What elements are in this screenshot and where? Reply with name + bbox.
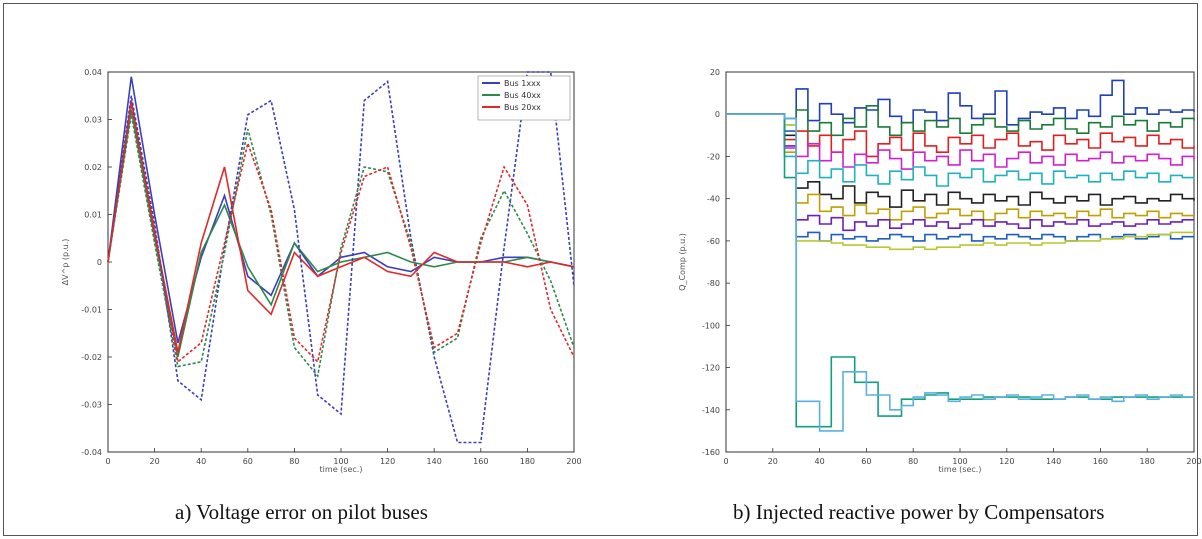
voltage-error-chart: 0 20 40 60 80 100 120 140 160 180 200 -0.04 -0.03 -0.…: [61, 68, 582, 474]
b-lines: [726, 79, 1195, 432]
x-tick-label: 160: [473, 457, 488, 466]
y-tick-label: -40: [707, 195, 720, 204]
x-tick-label: 140: [1046, 457, 1061, 466]
figure-frame: [3, 3, 1198, 536]
series-line-6: [726, 113, 1194, 221]
series-line-10: [726, 113, 1194, 428]
series-line-3: [107, 71, 575, 444]
y-tick-label: 0: [715, 110, 720, 119]
x-tick-label: 100: [952, 457, 967, 466]
x-tick-label: 120: [999, 457, 1014, 466]
x-tick-label: 40: [196, 457, 206, 466]
series-line-5: [107, 105, 575, 364]
x-tick-label: 200: [566, 457, 581, 466]
x-tick-label: 120: [380, 457, 395, 466]
series-line-4: [726, 113, 1195, 187]
x-tick-label: 20: [150, 457, 160, 466]
y-tick-label: 0: [97, 258, 102, 267]
x-tick-label: 0: [105, 457, 110, 466]
x-tick-label: 80: [289, 457, 299, 466]
series-line-3: [726, 113, 1195, 170]
x-tick-label: 180: [1140, 457, 1155, 466]
y-tick-label: -140: [702, 406, 720, 415]
legend-entry: Bus 1xxx: [504, 79, 541, 88]
legend-entry: Bus 20xx: [504, 103, 541, 112]
series-line-11: [726, 113, 1194, 432]
x-axis-label-b: time (sec.): [939, 465, 982, 474]
b-ticks: 0 20 40 60 80 100 120 140 160 180 200-160-140-120-…: [702, 68, 1202, 466]
series-line-2: [726, 113, 1195, 158]
series-line-0: [726, 79, 1195, 126]
series-line-4: [107, 114, 575, 378]
series-line-5: [726, 113, 1195, 208]
series-line-2: [107, 100, 575, 353]
x-tick-label: 20: [768, 457, 778, 466]
a-ticks: 0 20 40 60 80 100 120 140 160 180 200 -0.04 -0.03 -0.…: [81, 68, 581, 466]
x-tick-label: 40: [815, 457, 825, 466]
y-tick-label: -0.04: [81, 448, 102, 457]
x-tick-label: 140: [427, 457, 442, 466]
y-tick-label: 0.02: [84, 163, 102, 172]
y-tick-label: 0.03: [84, 116, 102, 125]
y-tick-label: -0.03: [81, 401, 102, 410]
y-tick-label: -60: [707, 237, 720, 246]
series-line-1: [726, 105, 1195, 137]
y-tick-label: 0.04: [84, 68, 102, 77]
a-lines: [107, 71, 575, 444]
series-line-7: [726, 113, 1194, 232]
reactive-power-chart: 0 20 40 60 80 100 120 140 160 180 200-160-140-120-…: [678, 68, 1202, 474]
legend-a: Bus 1xxx Bus 40xx Bus 20xx: [477, 75, 571, 121]
x-tick-label: 200: [1186, 457, 1201, 466]
y-tick-label: -100: [702, 321, 720, 330]
caption-b: b) Injected reactive power by Compensato…: [733, 500, 1105, 524]
y-tick-label: 20: [710, 68, 720, 77]
x-axis-label-a: time (sec.): [320, 465, 363, 474]
legend-entry: Bus 40xx: [504, 91, 541, 100]
y-tick-label: -160: [702, 448, 720, 457]
x-tick-label: 160: [1093, 457, 1108, 466]
x-tick-label: 180: [520, 457, 535, 466]
y-tick-label: -80: [707, 279, 720, 288]
y-tick-label: 0.01: [84, 211, 102, 220]
y-axis-label-a: ΔV^p (p.u.): [61, 239, 70, 286]
caption-a: a) Voltage error on pilot buses: [175, 500, 428, 524]
y-axis-label-b: Q_Comp (p.u.): [678, 233, 687, 291]
plot-area-b: [725, 71, 1195, 453]
y-tick-label: -20: [707, 152, 720, 161]
x-tick-label: 60: [861, 457, 871, 466]
series-line-9: [726, 113, 1194, 251]
y-tick-label: -0.02: [81, 353, 102, 362]
y-tick-label: -120: [702, 364, 720, 373]
x-tick-label: 60: [243, 457, 253, 466]
x-tick-label: 100: [333, 457, 348, 466]
x-tick-label: 0: [723, 457, 728, 466]
y-tick-label: -0.01: [81, 306, 102, 315]
x-tick-label: 80: [908, 457, 918, 466]
